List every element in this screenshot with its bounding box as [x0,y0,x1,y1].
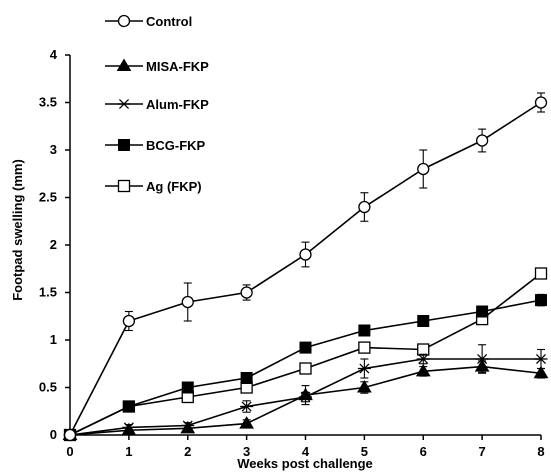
data-point [417,162,430,176]
axes [65,54,542,440]
y-tick-label: 3.5 [39,95,57,110]
data-point [240,372,253,384]
data-point [417,315,430,327]
data-point [239,416,255,429]
legend-marker [117,179,131,193]
x-axis-label: Weeks post challenge [237,456,373,471]
legend-item-ag-fkp: Ag (FKP) [105,179,202,194]
y-tick-label: 1 [50,332,57,347]
legend-label: Ag (FKP) [146,179,202,194]
star-stroke [118,98,130,110]
data-point [298,387,313,401]
x-tick-label: 2 [184,444,191,459]
data-point [180,420,196,434]
legend-item-misa-fkp: MISA-FKP [105,58,209,74]
data-point [358,200,371,214]
data-point [299,341,312,354]
legend-item-control: Control [105,14,192,29]
y-tick-label: 2.5 [39,190,57,205]
data-point [535,294,547,307]
star-stroke [535,353,547,365]
data-point [475,134,489,147]
data-point [416,353,430,365]
data-point [356,380,372,393]
legend-label: BCG-FKP [146,138,206,153]
y-axis-label: Footpad swelling (mm) [10,159,25,301]
data-point [534,96,548,109]
data-point [240,286,253,299]
y-tick-label: 4 [50,47,58,62]
legend-marker [117,98,131,110]
data-point [534,267,548,280]
data-point [534,353,548,365]
x-tick-labels: 0 1 2 3 4 5 6 7 8 [66,444,544,459]
legend-label: Alum-FKP [146,97,209,112]
legend-marker [116,58,132,71]
x-tick-label: 4 [302,444,310,459]
star-stroke [477,353,488,365]
data-point [357,363,371,374]
data-point [476,305,489,318]
data-point [181,295,194,309]
x-tick-label: 6 [420,444,427,459]
x-tick-label: 0 [66,444,73,459]
series-control [63,92,548,442]
data-point [475,353,489,365]
x-tick-label: 8 [537,444,544,459]
star-stroke [359,363,370,374]
data-point [299,248,312,261]
data-point [474,359,490,372]
y-tick-label: 2 [50,237,57,252]
data-point [122,314,136,328]
data-point [63,428,77,442]
data-point [358,324,371,337]
data-point [121,422,137,436]
y-tick-label: 0.5 [39,380,57,395]
star-stroke [241,401,252,412]
legend-marker [117,14,131,28]
series-misa-fkp [62,359,549,440]
series-layer [62,92,549,442]
legend-item-alum-fkp: Alum-FKP [105,97,209,112]
y-tick-labels: 0 0.5 1 1.5 2 2.5 3 3.5 4 [39,47,58,442]
series-line [69,272,542,436]
legend: Control MISA-FKP Alum-FKP BCG-FKP Ag (FKP) [105,14,209,194]
legend-marker [118,139,130,151]
legend-item-bcg-fkp: BCG-FKP [105,138,206,153]
y-tick-label: 1.5 [39,285,57,300]
x-tick-label: 7 [479,444,486,459]
data-point [415,363,431,377]
data-point [181,381,194,394]
data-point [533,365,549,379]
y-tick-label: 3 [50,142,57,157]
series-ag-fkp [63,267,548,442]
y-tick-label: 0 [50,427,57,442]
legend-label: MISA-FKP [146,59,209,74]
x-tick-label: 5 [361,444,368,459]
data-point [240,401,254,412]
legend-label: Control [146,14,192,29]
data-point [122,400,135,413]
data-point [299,362,312,375]
data-point [358,341,371,354]
star-stroke [418,353,429,365]
data-point [417,343,430,356]
x-tick-label: 1 [125,444,132,459]
x-tick-label: 3 [243,444,250,459]
